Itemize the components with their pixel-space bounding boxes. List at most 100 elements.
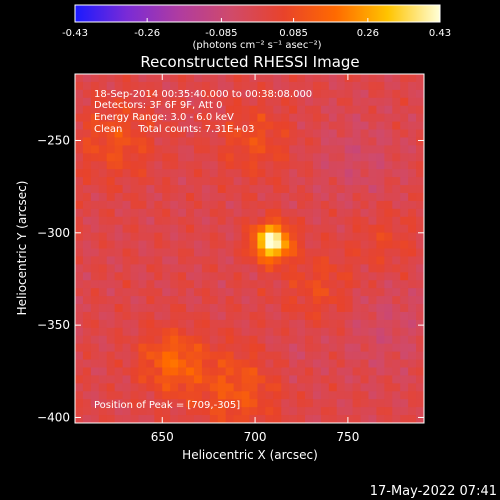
heatmap-cell	[162, 153, 171, 162]
heatmap-cell	[273, 145, 282, 154]
heatmap-cell	[408, 113, 417, 123]
heatmap-cell	[257, 232, 266, 242]
heatmap-cell	[344, 74, 354, 83]
heatmap-cell	[217, 375, 227, 384]
heatmap-cell	[75, 343, 84, 353]
heatmap-cell	[154, 375, 163, 384]
heatmap-cell	[98, 256, 108, 265]
heatmap-cell	[225, 415, 235, 423]
heatmap-cell	[193, 169, 203, 178]
heatmap-cell	[217, 153, 227, 162]
heatmap-cell	[312, 208, 322, 218]
heatmap-cell	[75, 177, 84, 186]
heatmap-cell	[225, 121, 235, 131]
heatmap-cell	[90, 113, 100, 123]
heatmap-cell	[138, 81, 147, 91]
heatmap-cell	[186, 137, 195, 146]
heatmap-cell	[344, 153, 354, 162]
heatmap-cell	[178, 185, 187, 194]
heatmap-cell	[106, 272, 116, 281]
heatmap-cell	[170, 335, 179, 345]
heatmap-cell	[281, 280, 290, 289]
heatmap-cell	[305, 375, 314, 384]
heatmap-cell	[320, 367, 330, 377]
heatmap-cell	[392, 399, 401, 408]
heatmap-cell	[249, 185, 259, 194]
heatmap-cell	[186, 153, 195, 162]
heatmap-cell	[241, 185, 251, 194]
heatmap-cell	[368, 415, 378, 423]
heatmap-cell	[336, 383, 346, 392]
heatmap-cell	[273, 97, 282, 107]
heatmap-cell	[257, 97, 266, 107]
heatmap-cell	[265, 240, 274, 250]
heatmap-cell	[360, 264, 370, 273]
heatmap-cell	[146, 304, 155, 313]
heatmap-cell	[408, 415, 417, 423]
heatmap-cell	[384, 383, 393, 392]
heatmap-cell	[98, 97, 108, 107]
heatmap-cell	[289, 264, 298, 273]
heatmap-cell	[352, 335, 362, 345]
heatmap-cell	[281, 359, 290, 369]
heatmap-cell	[297, 185, 306, 194]
heatmap-cell	[360, 407, 370, 416]
heatmap-cell	[400, 367, 409, 377]
heatmap-cell	[162, 391, 171, 400]
heatmap-cell	[416, 415, 424, 423]
heatmap-cell	[178, 296, 187, 305]
heatmap-cell	[408, 81, 417, 91]
heatmap-cell	[257, 81, 266, 91]
heatmap-cell	[154, 224, 163, 234]
heatmap-cell	[408, 264, 417, 273]
heatmap-cell	[178, 105, 187, 115]
heatmap-cell	[368, 280, 378, 289]
heatmap-cell	[178, 351, 187, 361]
heatmap-cell	[90, 145, 100, 154]
heatmap-cell	[90, 200, 100, 210]
heatmap-cell	[241, 319, 251, 329]
heatmap-cell	[209, 240, 219, 250]
heatmap-cell	[217, 359, 227, 369]
heatmap-cell	[201, 97, 211, 107]
heatmap-cell	[82, 161, 92, 170]
heatmap-cell	[122, 240, 132, 250]
heatmap-cell	[289, 399, 298, 408]
heatmap-cell	[138, 311, 147, 321]
heatmap-cell	[233, 296, 243, 305]
heatmap-cell	[82, 192, 92, 202]
heatmap-cell	[241, 296, 251, 305]
heatmap-cell	[217, 288, 227, 297]
heatmap-cell	[114, 272, 124, 281]
heatmap-cell	[233, 375, 243, 384]
heatmap-cell	[376, 113, 385, 123]
heatmap-cell	[392, 311, 401, 321]
heatmap-cell	[162, 169, 171, 178]
heatmap-cell	[257, 383, 266, 392]
heatmap-cell	[209, 89, 219, 99]
heatmap-cell	[178, 121, 187, 131]
heatmap-cell	[336, 153, 346, 162]
heatmap-cell	[241, 216, 251, 226]
heatmap-cell	[265, 145, 274, 154]
heatmap-cell	[368, 327, 378, 337]
heatmap-cell	[368, 145, 378, 154]
heatmap-cell	[209, 296, 219, 305]
heatmap-cell	[90, 240, 100, 250]
heatmap-cell	[209, 97, 219, 107]
heatmap-cell	[257, 89, 266, 99]
heatmap-cell	[162, 177, 171, 186]
heatmap-cell	[400, 89, 409, 99]
heatmap-cell	[170, 415, 179, 423]
heatmap-cell	[289, 304, 298, 313]
heatmap-cell	[233, 113, 243, 123]
heatmap-cell	[122, 335, 132, 345]
heatmap-cell	[328, 224, 338, 234]
y-tick-label: −350	[37, 318, 70, 332]
heatmap-cell	[336, 264, 346, 273]
heatmap-cell	[186, 288, 195, 297]
heatmap-cell	[90, 177, 100, 186]
heatmap-cell	[368, 391, 378, 400]
heatmap-cell	[170, 280, 179, 289]
heatmap-cell	[122, 319, 132, 329]
